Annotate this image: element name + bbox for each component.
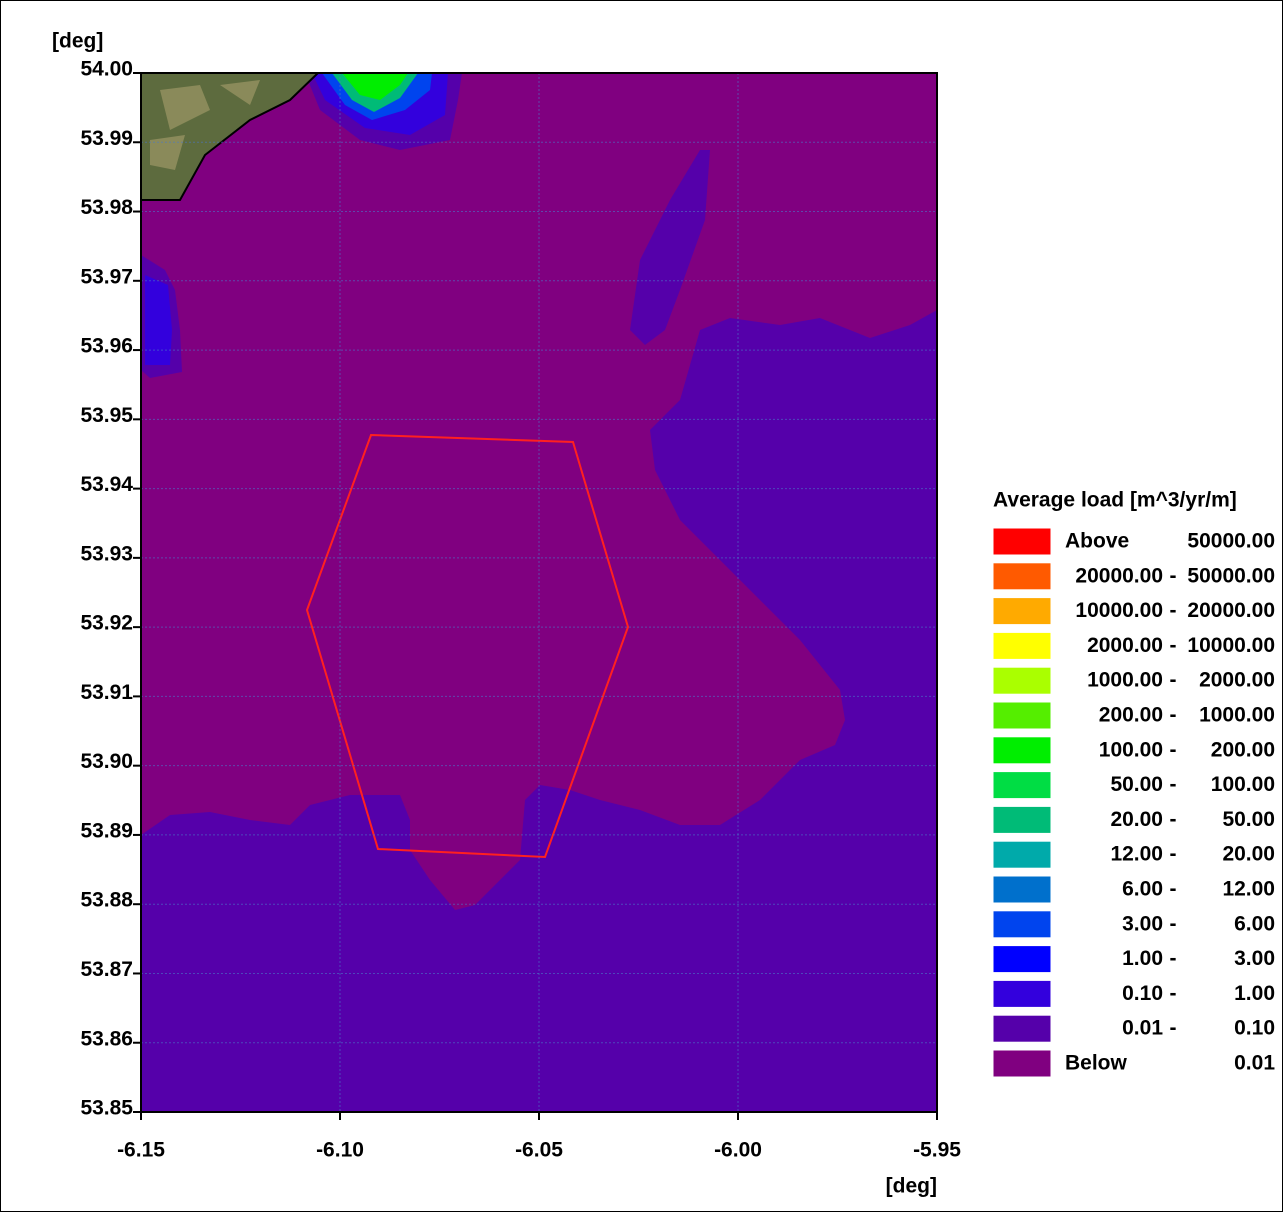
legend-label: Below — [1065, 1052, 1128, 1075]
legend-swatch — [993, 528, 1051, 555]
x-tick-label: -6.10 — [316, 1139, 364, 1162]
region-mid — [145, 275, 172, 365]
legend-label: 0.01 — [1234, 1052, 1275, 1075]
legend-label: - — [1170, 773, 1177, 796]
legend-label: 50000.00 — [1187, 564, 1275, 587]
legend-swatch — [993, 841, 1051, 868]
legend-label: 20.00 — [1222, 843, 1275, 866]
x-tick-label: -6.00 — [714, 1139, 762, 1162]
legend-label: 100.00 — [1099, 738, 1163, 761]
y-tick-label: 54.00 — [80, 58, 133, 81]
y-axis-label: [deg] — [52, 30, 103, 53]
legend-label: 0.10 — [1122, 982, 1163, 1005]
legend-label: 1.00 — [1122, 947, 1163, 970]
legend-label: 6.00 — [1234, 912, 1275, 935]
legend-label: 0.01 — [1122, 1017, 1163, 1040]
legend-label: - — [1170, 564, 1177, 587]
y-tick-label: 53.94 — [80, 473, 133, 496]
legend-swatch — [993, 598, 1051, 625]
legend-label: 10000.00 — [1075, 599, 1163, 622]
legend-label: 20000.00 — [1187, 599, 1275, 622]
legend-swatch — [993, 702, 1051, 729]
legend-label: 1000.00 — [1199, 704, 1275, 727]
legend-swatch — [993, 876, 1051, 903]
legend-label: 3.00 — [1234, 947, 1275, 970]
legend-swatch — [993, 1015, 1051, 1042]
legend-swatch — [993, 911, 1051, 938]
legend-swatch — [993, 667, 1051, 694]
legend-swatch — [993, 1050, 1051, 1077]
legend-label: - — [1170, 634, 1177, 657]
legend-label: 100.00 — [1211, 773, 1275, 796]
x-tick-label: -5.95 — [913, 1139, 961, 1162]
legend-label: 3.00 — [1122, 912, 1163, 935]
legend-label: - — [1170, 843, 1177, 866]
legend-label: 50.00 — [1222, 808, 1275, 831]
chart: [deg] [deg] Average load [m^3/yr/m] -6.1… — [0, 0, 1283, 1212]
legend-label: 2000.00 — [1087, 634, 1163, 657]
legend-label: - — [1170, 878, 1177, 901]
legend-label: 12.00 — [1222, 878, 1275, 901]
legend-swatch — [993, 806, 1051, 833]
y-tick-label: 53.92 — [80, 612, 133, 635]
y-tick-label: 53.87 — [80, 958, 133, 981]
legend-label: - — [1170, 1017, 1177, 1040]
page: {"chart_data": {"type": "contour", "xlab… — [0, 0, 1283, 1217]
x-axis-label: [deg] — [886, 1175, 937, 1198]
legend-label: - — [1170, 704, 1177, 727]
legend-label: 20.00 — [1110, 808, 1163, 831]
x-tick-label: -6.15 — [117, 1139, 165, 1162]
y-tick-label: 53.91 — [80, 681, 133, 704]
legend-title: Average load [m^3/yr/m] — [993, 489, 1237, 512]
legend-label: 200.00 — [1099, 704, 1163, 727]
y-tick-label: 53.99 — [80, 127, 133, 150]
legend-label: - — [1170, 947, 1177, 970]
legend-swatch — [993, 737, 1051, 764]
legend-label: - — [1170, 599, 1177, 622]
legend-label: 1.00 — [1234, 982, 1275, 1005]
legend-label: - — [1170, 982, 1177, 1005]
legend-label: 200.00 — [1211, 738, 1275, 761]
legend-swatch — [993, 632, 1051, 659]
legend-swatch — [993, 563, 1051, 590]
legend-label: 50000.00 — [1187, 530, 1275, 553]
legend-label: 10000.00 — [1187, 634, 1275, 657]
legend-label: 0.10 — [1234, 1017, 1275, 1040]
legend-label: 12.00 — [1110, 843, 1163, 866]
x-tick-label: -6.05 — [515, 1139, 563, 1162]
y-tick-label: 53.85 — [80, 1097, 133, 1120]
y-tick-label: 53.97 — [80, 265, 133, 288]
map-layer — [141, 73, 937, 1112]
y-tick-label: 53.90 — [80, 750, 133, 773]
legend-swatch — [993, 946, 1051, 973]
legend-label: 50.00 — [1110, 773, 1163, 796]
legend-label: 20000.00 — [1075, 564, 1163, 587]
y-tick-label: 53.89 — [80, 819, 133, 842]
legend-label: - — [1170, 738, 1177, 761]
legend-label: 1000.00 — [1087, 669, 1163, 692]
legend-label: 2000.00 — [1199, 669, 1275, 692]
legend-label: Above — [1065, 530, 1129, 553]
y-tick-label: 53.86 — [80, 1027, 133, 1050]
legend-label: 6.00 — [1122, 878, 1163, 901]
y-tick-label: 53.95 — [80, 404, 133, 427]
legend-label: - — [1170, 912, 1177, 935]
legend-swatch — [993, 772, 1051, 799]
y-tick-label: 53.93 — [80, 542, 133, 565]
legend-label: - — [1170, 808, 1177, 831]
y-tick-label: 53.98 — [80, 196, 133, 219]
y-tick-label: 53.96 — [80, 335, 133, 358]
y-tick-label: 53.88 — [80, 889, 133, 912]
legend-label: - — [1170, 669, 1177, 692]
legend-swatch — [993, 980, 1051, 1007]
